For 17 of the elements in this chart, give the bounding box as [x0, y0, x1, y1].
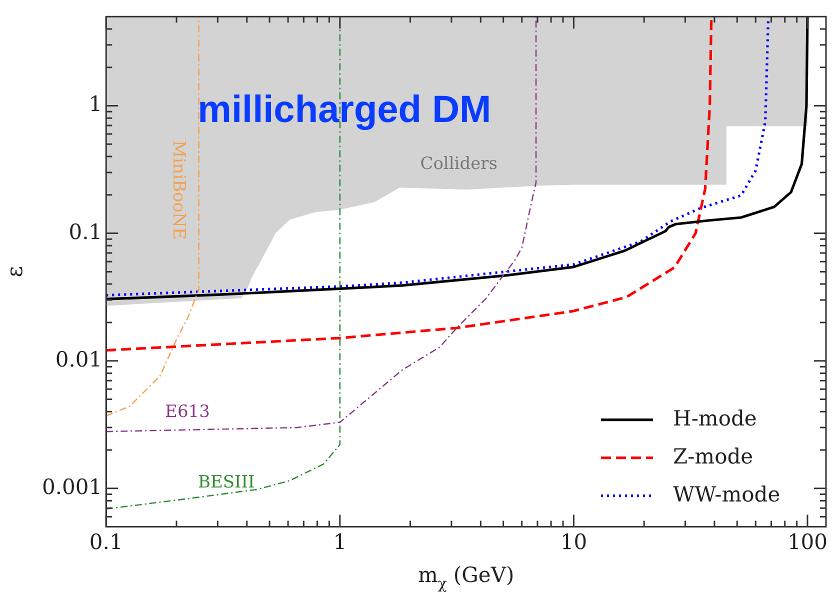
legend-label: H-mode — [673, 406, 757, 430]
annotation: MiniBooNE — [168, 140, 189, 240]
y-tick-label: 0.001 — [42, 474, 102, 499]
annotation: Colliders — [420, 154, 498, 174]
annotation: BESIII — [198, 472, 255, 492]
y-tick-label: 1 — [88, 92, 102, 116]
text: millicharged DM — [198, 89, 492, 132]
legend-label: WW-mode — [673, 482, 780, 506]
y-axis-title: ε — [3, 266, 28, 278]
x-tick-label: 100 — [787, 530, 828, 554]
annotation: E613 — [165, 402, 210, 422]
y-tick-label: 0.1 — [68, 220, 102, 244]
x-tick-label: 10 — [560, 530, 588, 554]
x-tick-label: 0.1 — [89, 530, 123, 554]
x-tick-label: 1 — [333, 530, 347, 554]
legend-label: Z-mode — [673, 444, 754, 468]
y-tick-label: 0.01 — [55, 347, 102, 372]
